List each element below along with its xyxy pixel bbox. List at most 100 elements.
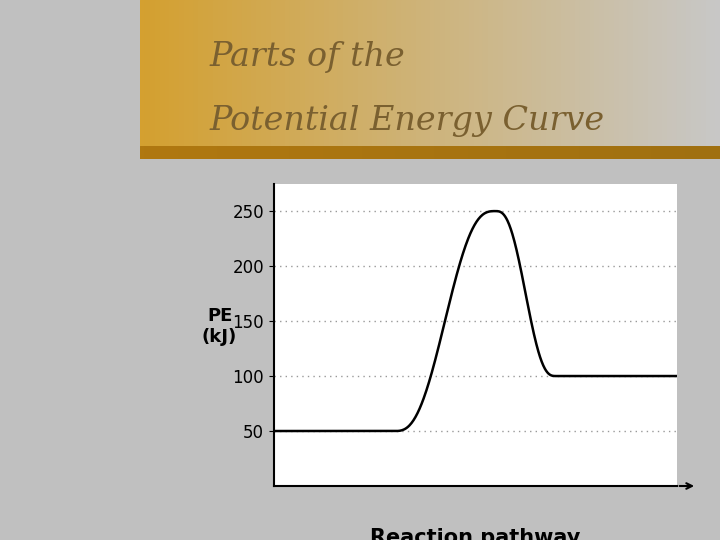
Bar <box>247 0 253 146</box>
Bar <box>536 146 542 159</box>
Bar <box>160 146 166 159</box>
Bar <box>290 146 296 159</box>
Bar <box>440 0 446 146</box>
Text: PE: PE <box>207 307 233 325</box>
Bar <box>647 146 654 159</box>
Bar <box>652 0 658 146</box>
Bar <box>613 146 620 159</box>
Bar <box>536 0 542 146</box>
Bar <box>667 0 673 146</box>
Bar <box>228 146 233 159</box>
Bar <box>353 146 359 159</box>
Bar <box>420 146 426 159</box>
Bar <box>508 146 513 159</box>
Bar <box>580 146 586 159</box>
Bar <box>662 0 668 146</box>
Bar <box>261 146 267 159</box>
Bar <box>590 0 595 146</box>
Bar <box>599 146 606 159</box>
Bar <box>155 0 161 146</box>
Bar <box>595 146 600 159</box>
Bar <box>479 146 485 159</box>
Bar <box>657 0 663 146</box>
Bar <box>266 146 272 159</box>
Bar <box>435 146 441 159</box>
Bar <box>261 0 267 146</box>
Bar <box>464 146 470 159</box>
Bar <box>338 0 344 146</box>
Bar <box>706 0 711 146</box>
Bar <box>285 146 292 159</box>
Text: Reaction pathway: Reaction pathway <box>370 528 580 540</box>
Bar <box>358 0 364 146</box>
Bar <box>445 146 451 159</box>
Text: (kJ): (kJ) <box>202 328 237 347</box>
Bar <box>711 0 716 146</box>
Bar <box>300 0 306 146</box>
Bar <box>155 146 161 159</box>
Bar <box>570 146 576 159</box>
Bar <box>290 0 296 146</box>
Bar <box>604 0 610 146</box>
Bar <box>449 146 456 159</box>
Bar <box>613 0 620 146</box>
Bar <box>314 146 320 159</box>
Bar <box>415 0 422 146</box>
Bar <box>715 146 720 159</box>
Bar <box>474 0 480 146</box>
Bar <box>546 146 552 159</box>
Bar <box>561 146 567 159</box>
Bar <box>498 0 504 146</box>
Bar <box>199 146 204 159</box>
Bar <box>333 0 340 146</box>
Bar <box>575 0 581 146</box>
Bar <box>426 0 431 146</box>
Bar <box>387 146 392 159</box>
Bar <box>411 0 417 146</box>
Bar <box>295 146 301 159</box>
Bar <box>618 0 624 146</box>
Bar <box>276 0 282 146</box>
Bar <box>711 146 716 159</box>
Bar <box>624 0 629 146</box>
Bar <box>445 0 451 146</box>
Bar <box>324 0 330 146</box>
Bar <box>435 0 441 146</box>
Bar <box>474 146 480 159</box>
Bar <box>242 146 248 159</box>
Bar <box>343 146 349 159</box>
Bar <box>633 146 639 159</box>
Bar <box>657 146 663 159</box>
Bar <box>652 146 658 159</box>
Bar <box>343 0 349 146</box>
Bar <box>285 0 292 146</box>
Bar <box>420 0 426 146</box>
Bar <box>531 0 538 146</box>
Bar <box>165 0 171 146</box>
Bar <box>256 146 262 159</box>
Bar <box>348 0 354 146</box>
Bar <box>556 0 562 146</box>
Bar <box>397 0 402 146</box>
Bar <box>213 0 219 146</box>
Bar <box>503 146 508 159</box>
Bar <box>667 146 673 159</box>
Bar <box>440 146 446 159</box>
Bar <box>691 0 697 146</box>
Bar <box>208 146 214 159</box>
Bar <box>237 146 243 159</box>
Bar <box>392 0 397 146</box>
Bar <box>493 146 499 159</box>
Bar <box>513 146 518 159</box>
Bar <box>242 0 248 146</box>
Bar <box>358 146 364 159</box>
Bar <box>508 0 513 146</box>
Bar <box>561 0 567 146</box>
Bar <box>595 0 600 146</box>
Bar <box>213 146 219 159</box>
Bar <box>580 0 586 146</box>
Bar <box>174 146 180 159</box>
Bar <box>531 146 538 159</box>
Bar <box>609 0 615 146</box>
Bar <box>203 0 210 146</box>
